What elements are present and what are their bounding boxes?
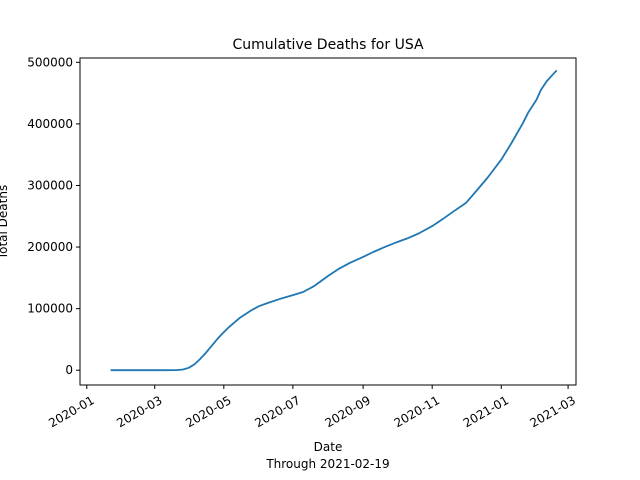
series-line: [110, 69, 558, 372]
y-tick-label: 500000: [27, 55, 73, 69]
x-axis-sublabel: Through 2021-02-19: [265, 457, 389, 471]
y-tick-label: 100000: [27, 302, 73, 316]
plot-frame: [79, 57, 577, 386]
x-axis-label: Date: [314, 440, 343, 454]
y-tick-label: 400000: [27, 117, 73, 131]
y-tick-label: 200000: [27, 240, 73, 254]
y-tick-label: 300000: [27, 178, 73, 192]
y-tick-label: 0: [65, 363, 73, 377]
y-axis-label: Total Deaths: [0, 185, 10, 260]
y-axis: 0 100000 200000 300000 400000 500000: [27, 55, 80, 377]
chart-title: Cumulative Deaths for USA: [232, 37, 424, 53]
